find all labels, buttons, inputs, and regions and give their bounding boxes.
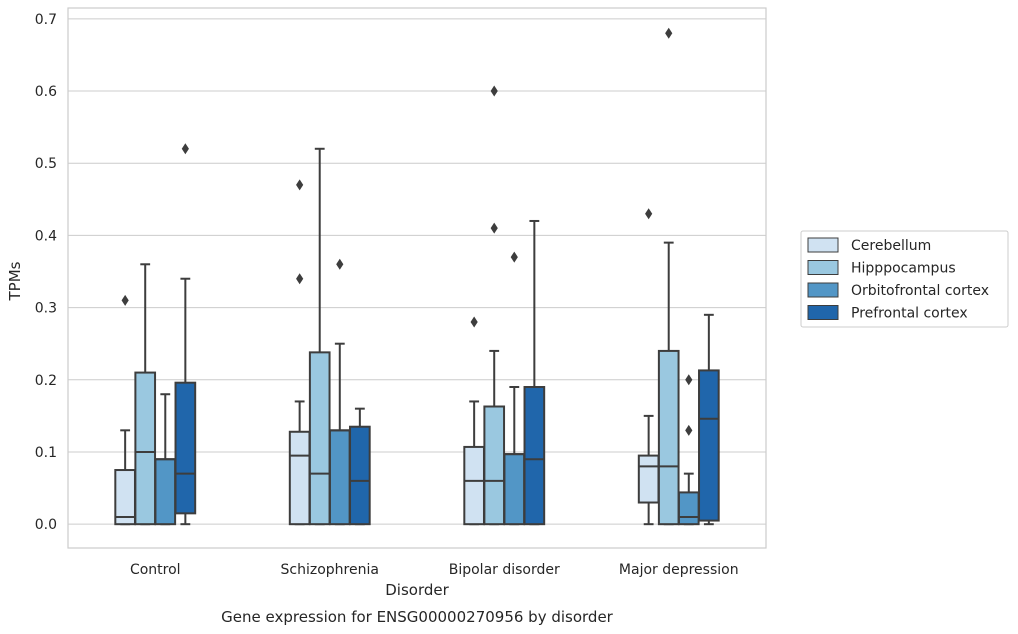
- box-1-0: [288, 179, 311, 526]
- box-1-2: [328, 258, 351, 526]
- legend-label: Cerebellum: [851, 238, 931, 254]
- box-1-1: [308, 147, 331, 526]
- box-2-1: [483, 85, 506, 526]
- legend: Cerebellum Hipppocampus Orbitofrontal cort…: [800, 230, 1009, 328]
- box-2-0: [463, 316, 485, 526]
- box-iqr: [134, 371, 157, 526]
- x-axis-label: Disorder: [385, 581, 449, 599]
- legend-swatch: [807, 305, 839, 320]
- box-0-2: [154, 393, 177, 526]
- y-tick-label: 0.2: [35, 373, 57, 389]
- box-3-1: [657, 27, 680, 526]
- chart-caption: Gene expression for ENSG00000270956 by d…: [221, 608, 614, 626]
- box-iqr: [698, 369, 720, 522]
- outlier-point: [296, 179, 304, 191]
- outlier-point: [121, 294, 129, 306]
- legend-label: Orbitofrontal cortex: [851, 283, 989, 299]
- y-tick-label: 0.4: [35, 228, 57, 244]
- outlier-point: [336, 258, 344, 270]
- box-iqr: [308, 351, 331, 526]
- x-tick-label: Schizophrenia: [281, 562, 379, 578]
- outlier-point: [490, 222, 498, 234]
- legend-swatch: [807, 260, 839, 275]
- legend-item: Hipppocampus: [807, 260, 956, 277]
- box-iqr: [463, 445, 485, 526]
- outlier-point: [510, 251, 518, 263]
- y-tick-labels: 0.0 0.1 0.2 0.3 0.4 0.5 0.6 0.7: [35, 12, 57, 533]
- legend-item: Prefrontal cortex: [807, 305, 968, 322]
- box-2-2: [503, 251, 526, 526]
- box-iqr: [523, 386, 546, 526]
- box-iqr: [503, 453, 526, 526]
- box-iqr: [657, 349, 680, 526]
- x-tick-label: Control: [130, 562, 181, 578]
- y-axis-label: TPMs: [6, 261, 24, 301]
- outlier-point: [665, 27, 673, 39]
- box-3-2: [677, 374, 700, 526]
- box-iqr: [637, 454, 660, 504]
- outlier-point: [181, 143, 189, 155]
- x-tick-label: Major depression: [619, 562, 739, 578]
- outlier-point: [470, 316, 478, 328]
- y-tick-label: 0.7: [35, 12, 57, 28]
- plot-frame: [67, 7, 767, 549]
- box-iqr: [677, 491, 700, 526]
- y-tick-label: 0.1: [35, 445, 57, 461]
- boxes: [114, 27, 720, 526]
- box-iqr: [328, 429, 351, 526]
- legend-label: Prefrontal cortex: [851, 306, 968, 322]
- box-0-3: [174, 143, 197, 526]
- legend-label: Hipppocampus: [851, 261, 956, 277]
- box-iqr: [154, 458, 177, 526]
- box-iqr: [174, 381, 197, 515]
- box-3-3: [698, 313, 720, 526]
- x-tick-label: Bipolar disorder: [449, 562, 560, 578]
- y-tick-label: 0.5: [35, 156, 57, 172]
- y-tick-label: 0.3: [35, 301, 57, 317]
- y-tick-label: 0.0: [35, 517, 57, 533]
- outlier-point: [685, 424, 693, 436]
- outlier-point: [490, 85, 498, 97]
- legend-item: Orbitofrontal cortex: [807, 282, 989, 299]
- box-iqr: [349, 425, 371, 526]
- box-iqr: [483, 405, 506, 526]
- box-0-1: [134, 263, 157, 526]
- box-3-0: [637, 208, 660, 526]
- outlier-point: [645, 208, 653, 220]
- legend-frame: [800, 230, 1009, 328]
- legend-item: Cerebellum: [807, 237, 931, 254]
- box-1-3: [349, 407, 371, 526]
- y-tick-label: 0.6: [35, 84, 57, 100]
- box-iqr: [288, 430, 311, 526]
- outlier-point: [296, 273, 304, 285]
- legend-swatch: [807, 282, 839, 298]
- x-tick-labels: Control Schizophrenia Bipolar disorder Majo…: [130, 562, 739, 578]
- legend-swatch: [807, 237, 839, 253]
- box-2-3: [523, 219, 546, 526]
- outlier-point: [685, 374, 693, 386]
- box-0-0: [114, 294, 136, 526]
